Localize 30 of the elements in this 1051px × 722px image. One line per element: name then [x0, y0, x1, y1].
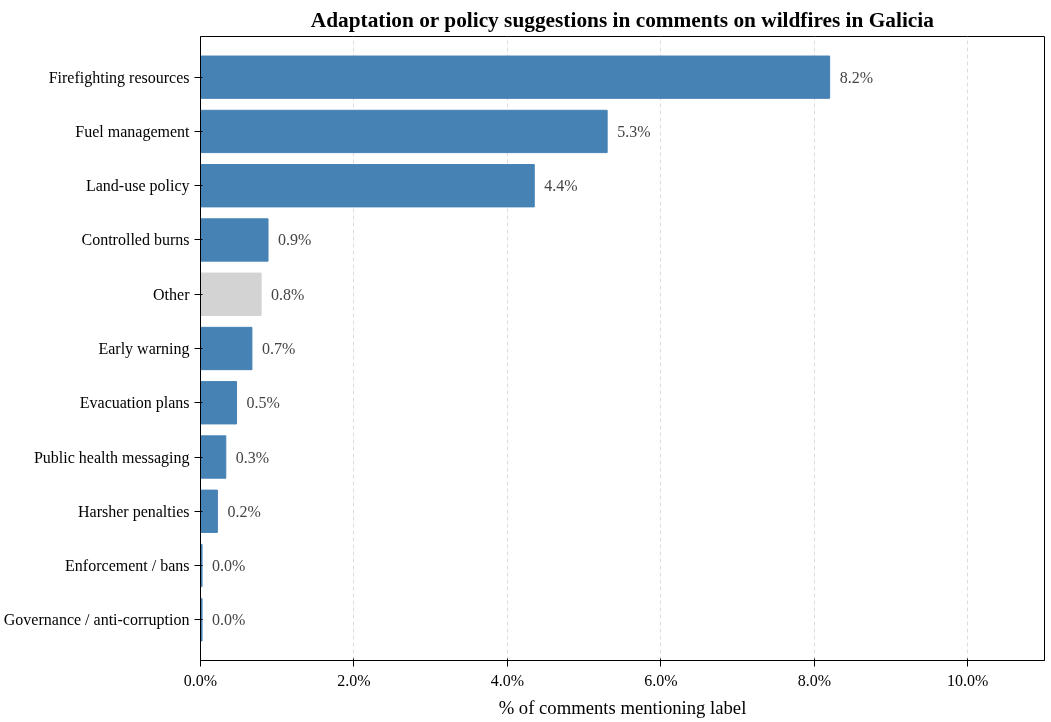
- data-label: 0.2%: [227, 502, 261, 520]
- x-tick-label: 6.0%: [644, 671, 678, 689]
- data-label: 0.7%: [261, 340, 296, 357]
- data-label: 0.9%: [278, 231, 312, 249]
- data-label: 4.4%: [544, 177, 578, 195]
- y-tick-label: Controlled burns: [81, 231, 190, 249]
- data-label: 5.3%: [617, 122, 651, 140]
- y-tick-label: Harsher penalties: [77, 502, 190, 521]
- data-label: 0.0%: [212, 557, 246, 575]
- y-tick-label: Governance / anti-corruption: [3, 611, 190, 630]
- x-tick-label: 0.0%: [183, 671, 218, 689]
- x-tick-label: 10.0%: [947, 671, 989, 689]
- data-label: 0.3%: [235, 448, 270, 466]
- x-tick-label: 4.0%: [490, 671, 525, 689]
- x-tick-label: 8.0%: [797, 671, 831, 689]
- data-label: 8.2%: [839, 68, 873, 86]
- data-label: 0.0%: [212, 611, 246, 629]
- data-label: 0.5%: [246, 394, 280, 412]
- y-tick-label: Other: [153, 285, 191, 303]
- y-tick-label: Early warning: [98, 340, 190, 358]
- y-tick-label: Land-use policy: [85, 177, 190, 196]
- y-tick-label: Firefighting resources: [48, 68, 190, 87]
- x-tick-label: 2.0%: [337, 671, 371, 689]
- y-tick-label: Evacuation plans: [79, 394, 190, 413]
- y-tick-label: Enforcement / bans: [65, 557, 190, 575]
- chart-title: Adaptation or policy suggestions in comments on wildfires in Galicia: [310, 7, 935, 32]
- data-label: 0.8%: [271, 285, 305, 303]
- y-tick-label: Fuel management: [75, 122, 191, 141]
- x-axis-title: % of comments mentioning label: [498, 696, 747, 718]
- y-tick-label: Public health messaging: [33, 448, 190, 467]
